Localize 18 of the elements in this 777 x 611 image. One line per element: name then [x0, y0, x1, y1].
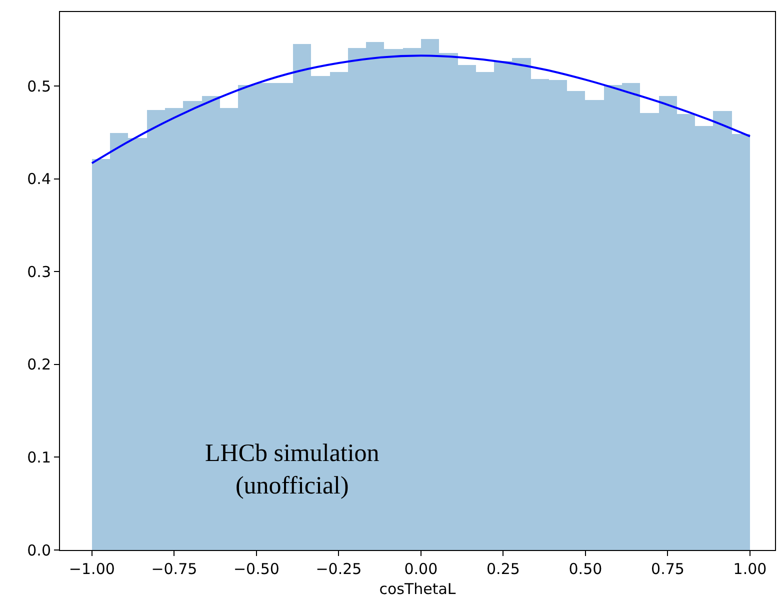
x-tick-label: 0.50 — [568, 560, 602, 578]
y-tick-label: 0.3 — [27, 262, 51, 281]
y-tick-label: 0.2 — [27, 356, 51, 374]
x-tick-label: −0.25 — [316, 560, 362, 578]
x-tick-label: 0.25 — [486, 560, 520, 578]
line-series — [90, 54, 751, 164]
x-tick-label: 1.00 — [733, 560, 767, 578]
x-tick-label: −1.00 — [68, 560, 115, 578]
x-tick-label: −0.75 — [151, 560, 198, 578]
x-tick-label: 0.00 — [404, 560, 438, 578]
y-tick-label: 0.1 — [27, 448, 51, 466]
y-tick-label: 0.4 — [27, 170, 51, 188]
x-tick-label: 0.75 — [651, 560, 684, 578]
y-tick-label: 0.5 — [27, 77, 51, 96]
y-tick-label: 0.0 — [27, 541, 51, 560]
annotation: LHCb simulation (unofficial) — [205, 440, 380, 500]
x-axis-title: cosThetaL — [379, 580, 456, 598]
x-tick-label: −0.50 — [233, 560, 280, 578]
